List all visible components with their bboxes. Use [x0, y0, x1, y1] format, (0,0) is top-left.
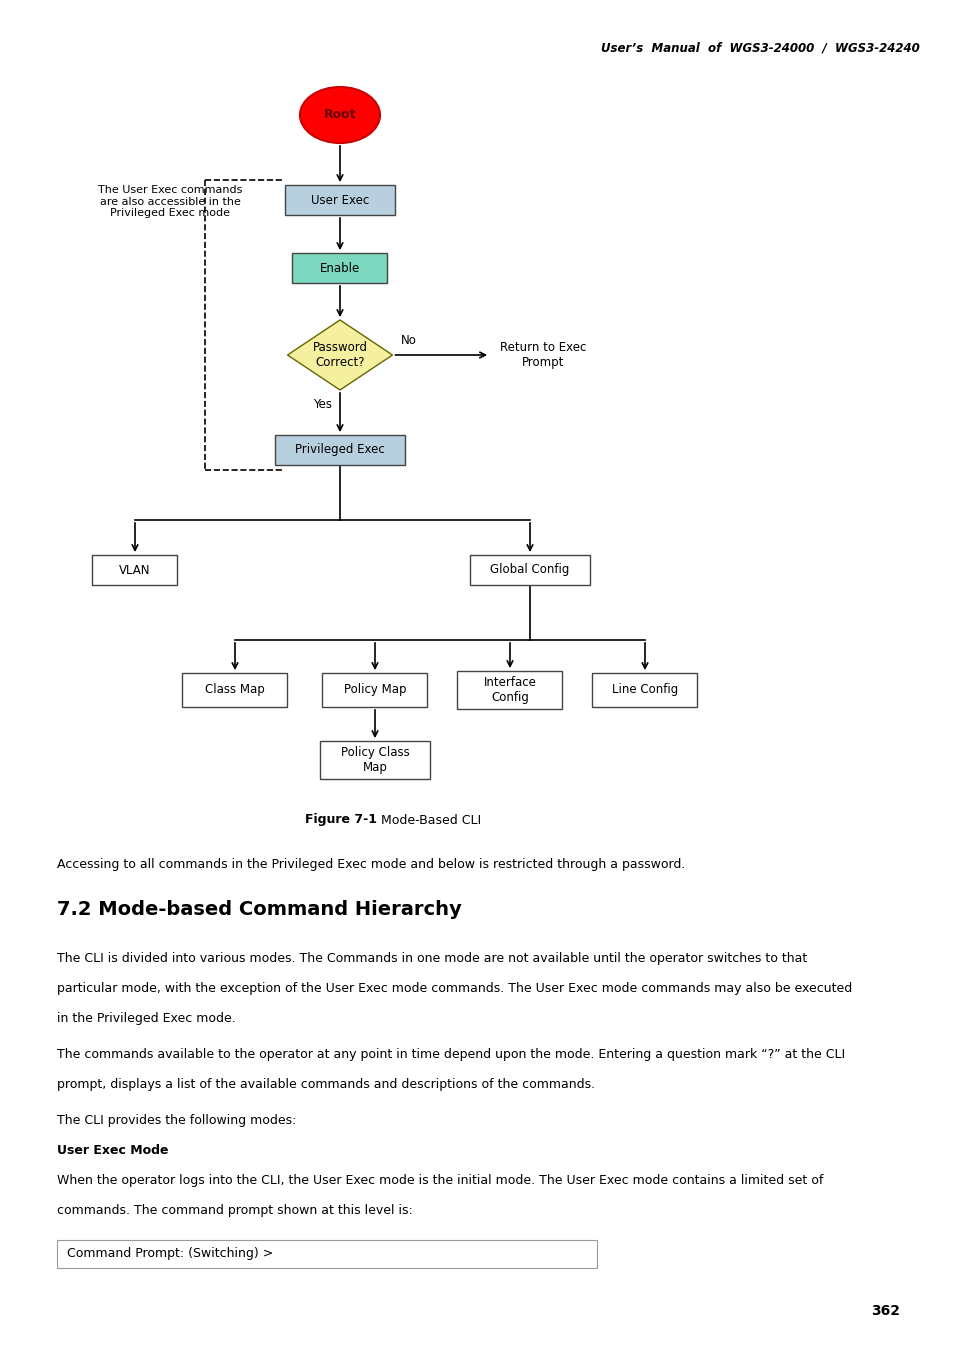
Text: The CLI provides the following modes:: The CLI provides the following modes: — [57, 1114, 296, 1127]
Text: User Exec Mode: User Exec Mode — [57, 1143, 169, 1157]
Text: Enable: Enable — [319, 262, 359, 274]
Text: User’s  Manual  of  WGS3-24000  /  WGS3-24240: User’s Manual of WGS3-24000 / WGS3-24240 — [600, 42, 919, 54]
Text: Privileged Exec: Privileged Exec — [294, 444, 384, 456]
FancyBboxPatch shape — [57, 1241, 597, 1268]
Text: The User Exec commands
are also accessible in the
Privileged Exec mode: The User Exec commands are also accessib… — [98, 185, 242, 219]
Text: Policy Class
Map: Policy Class Map — [340, 747, 409, 774]
Text: Policy Map: Policy Map — [343, 683, 406, 697]
Text: The CLI is divided into various modes. The Commands in one mode are not availabl: The CLI is divided into various modes. T… — [57, 952, 806, 965]
FancyBboxPatch shape — [274, 435, 405, 464]
FancyBboxPatch shape — [293, 252, 387, 284]
Text: User Exec: User Exec — [311, 193, 369, 207]
Text: Root: Root — [323, 108, 355, 122]
Text: Figure 7-1: Figure 7-1 — [305, 814, 376, 826]
FancyBboxPatch shape — [457, 671, 562, 709]
FancyBboxPatch shape — [92, 555, 177, 585]
Text: VLAN: VLAN — [119, 563, 151, 576]
Ellipse shape — [299, 86, 379, 143]
Text: The commands available to the operator at any point in time depend upon the mode: The commands available to the operator a… — [57, 1048, 844, 1061]
Polygon shape — [287, 320, 392, 390]
Text: Return to Exec
Prompt: Return to Exec Prompt — [499, 342, 586, 369]
Text: When the operator logs into the CLI, the User Exec mode is the initial mode. The: When the operator logs into the CLI, the… — [57, 1174, 822, 1187]
Text: in the Privileged Exec mode.: in the Privileged Exec mode. — [57, 1012, 235, 1025]
Text: Line Config: Line Config — [611, 683, 678, 697]
Text: particular mode, with the exception of the User Exec mode commands. The User Exe: particular mode, with the exception of t… — [57, 981, 851, 995]
Text: No: No — [400, 333, 416, 347]
Text: Global Config: Global Config — [490, 563, 569, 576]
FancyBboxPatch shape — [285, 185, 395, 215]
Text: Password
Correct?: Password Correct? — [313, 342, 367, 369]
Text: Interface
Config: Interface Config — [483, 676, 536, 703]
FancyBboxPatch shape — [319, 741, 430, 779]
Text: commands. The command prompt shown at this level is:: commands. The command prompt shown at th… — [57, 1204, 413, 1216]
Text: Mode-Based CLI: Mode-Based CLI — [376, 814, 480, 826]
Text: 7.2 Mode-based Command Hierarchy: 7.2 Mode-based Command Hierarchy — [57, 900, 461, 919]
Text: prompt, displays a list of the available commands and descriptions of the comman: prompt, displays a list of the available… — [57, 1079, 595, 1091]
Text: Command Prompt: (Switching) >: Command Prompt: (Switching) > — [67, 1247, 273, 1261]
FancyBboxPatch shape — [182, 674, 287, 707]
FancyBboxPatch shape — [322, 674, 427, 707]
FancyBboxPatch shape — [592, 674, 697, 707]
Text: Accessing to all commands in the Privileged Exec mode and below is restricted th: Accessing to all commands in the Privile… — [57, 859, 684, 871]
Text: Yes: Yes — [313, 398, 332, 410]
Text: 362: 362 — [870, 1304, 899, 1318]
FancyBboxPatch shape — [470, 555, 589, 585]
Text: Class Map: Class Map — [205, 683, 265, 697]
